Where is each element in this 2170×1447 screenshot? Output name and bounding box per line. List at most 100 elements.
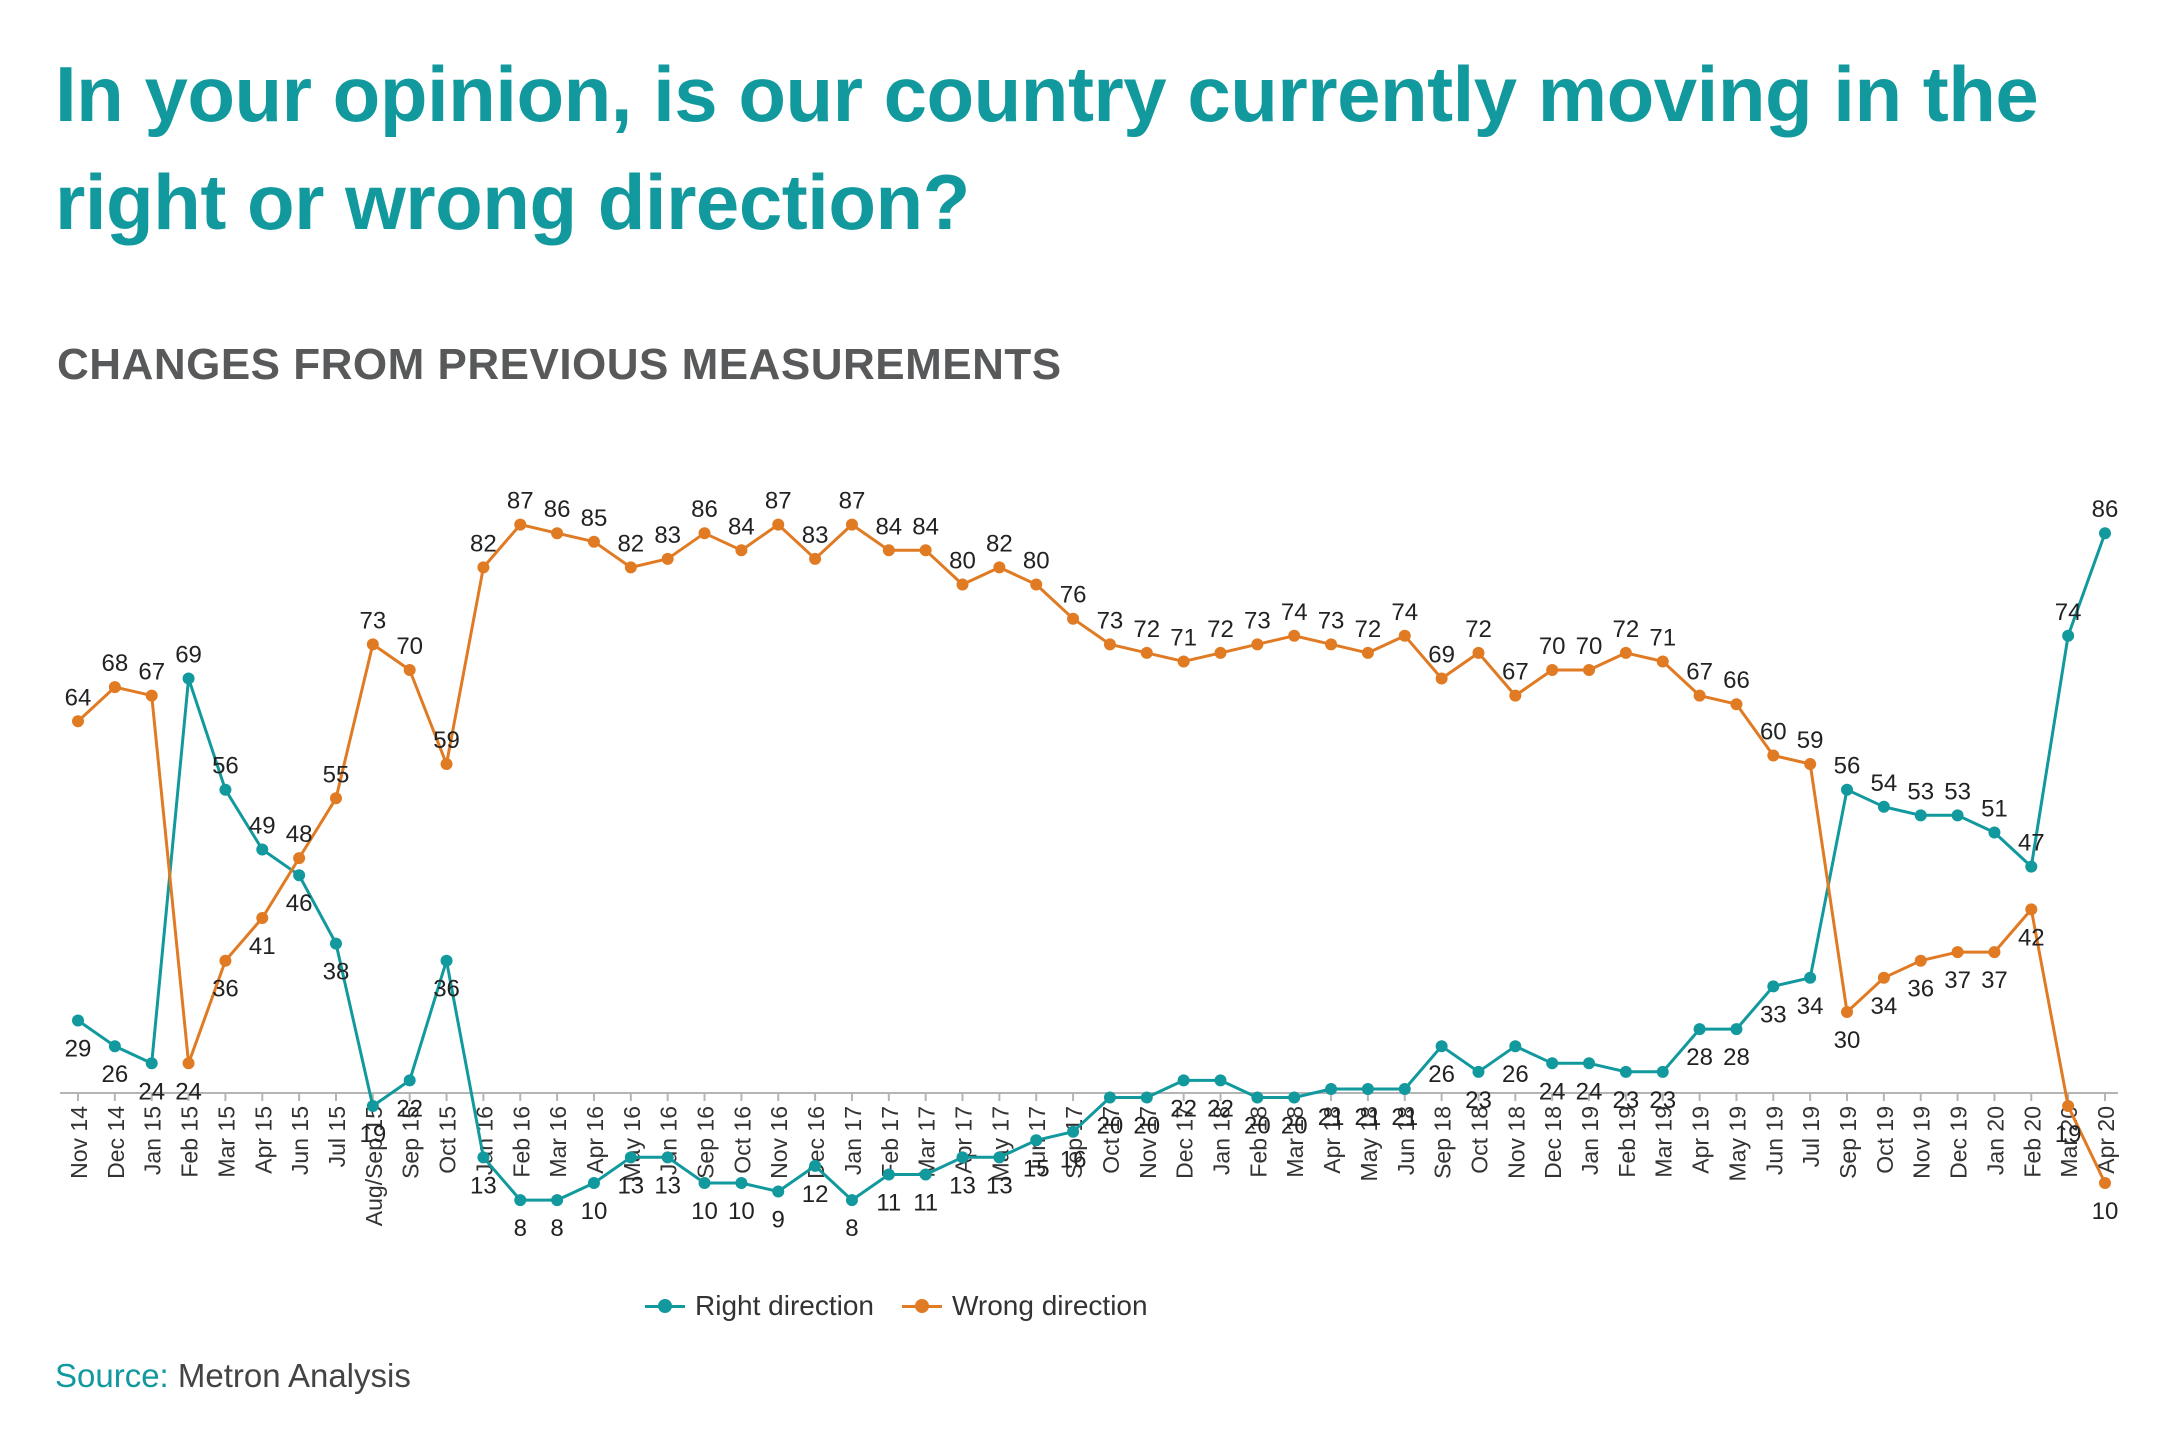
data-point-right[interactable] (440, 954, 453, 967)
data-point-right[interactable] (2099, 527, 2111, 540)
data-point-wrong[interactable] (1693, 689, 1706, 702)
data-point-wrong[interactable] (1030, 578, 1043, 591)
data-point-right[interactable] (993, 1151, 1006, 1164)
data-point-wrong[interactable] (2062, 1100, 2075, 1113)
data-point-wrong[interactable] (698, 527, 711, 540)
data-point-right[interactable] (587, 1177, 600, 1189)
data-point-wrong[interactable] (1140, 646, 1153, 659)
data-point-wrong[interactable] (145, 689, 158, 702)
data-point-right[interactable] (293, 869, 306, 882)
data-point-wrong[interactable] (661, 552, 674, 565)
data-point-right[interactable] (182, 672, 195, 685)
data-point-right[interactable] (1067, 1125, 1080, 1138)
data-point-right[interactable] (1619, 1065, 1632, 1078)
data-point-wrong[interactable] (1472, 646, 1485, 659)
data-point-wrong[interactable] (72, 715, 84, 728)
data-point-wrong[interactable] (1877, 971, 1890, 984)
data-point-right[interactable] (1730, 1023, 1743, 1036)
data-point-wrong[interactable] (1914, 954, 1927, 967)
data-point-wrong[interactable] (1767, 749, 1780, 762)
data-point-wrong[interactable] (1730, 698, 1743, 711)
data-point-wrong[interactable] (735, 544, 748, 557)
data-point-right[interactable] (1693, 1023, 1706, 1036)
data-point-right[interactable] (477, 1151, 490, 1164)
data-point-wrong[interactable] (403, 664, 416, 676)
data-point-wrong[interactable] (882, 544, 895, 557)
data-point-right[interactable] (919, 1168, 932, 1181)
data-point-right[interactable] (772, 1185, 785, 1198)
data-point-wrong[interactable] (1656, 655, 1669, 668)
legend-item-right[interactable]: Right direction (645, 1290, 874, 1322)
data-point-wrong[interactable] (1951, 946, 1964, 959)
data-point-wrong[interactable] (1988, 946, 2001, 959)
data-point-right[interactable] (72, 1014, 84, 1027)
data-point-right[interactable] (735, 1177, 748, 1189)
data-point-wrong[interactable] (809, 552, 822, 565)
data-point-wrong[interactable] (845, 518, 858, 531)
data-point-wrong[interactable] (2025, 903, 2038, 916)
data-point-right[interactable] (2025, 860, 2038, 873)
data-point-wrong[interactable] (182, 1057, 195, 1070)
data-point-wrong[interactable] (514, 518, 527, 531)
data-point-wrong[interactable] (1103, 638, 1116, 651)
data-point-right[interactable] (956, 1151, 969, 1164)
data-point-wrong[interactable] (329, 792, 342, 805)
data-point-right[interactable] (661, 1151, 674, 1164)
data-point-wrong[interactable] (440, 758, 453, 771)
data-point-wrong[interactable] (587, 535, 600, 548)
data-point-right[interactable] (1914, 809, 1927, 822)
data-point-right[interactable] (1656, 1065, 1669, 1078)
data-point-wrong[interactable] (1509, 689, 1522, 702)
data-point-wrong[interactable] (1841, 1006, 1854, 1018)
data-point-wrong[interactable] (1619, 646, 1632, 659)
data-point-wrong[interactable] (477, 561, 490, 574)
data-point-right[interactable] (1103, 1091, 1116, 1104)
data-point-right[interactable] (1030, 1134, 1043, 1147)
data-point-right[interactable] (624, 1151, 637, 1164)
data-point-wrong[interactable] (1361, 646, 1374, 659)
data-point-right[interactable] (551, 1194, 564, 1207)
data-point-wrong[interactable] (1251, 638, 1264, 651)
data-point-wrong[interactable] (993, 561, 1006, 574)
data-point-right[interactable] (1251, 1091, 1264, 1104)
legend-item-wrong[interactable]: Wrong direction (901, 1290, 1148, 1322)
data-point-wrong[interactable] (919, 544, 932, 557)
data-point-wrong[interactable] (1583, 664, 1596, 676)
data-point-wrong[interactable] (1435, 672, 1448, 685)
data-point-wrong[interactable] (1177, 655, 1190, 668)
data-point-right[interactable] (845, 1194, 858, 1207)
data-point-wrong[interactable] (1288, 629, 1301, 642)
data-point-right[interactable] (1140, 1091, 1153, 1104)
data-point-wrong[interactable] (1546, 664, 1559, 676)
data-point-right[interactable] (1767, 980, 1780, 993)
data-point-wrong[interactable] (2099, 1177, 2111, 1189)
data-point-wrong[interactable] (108, 681, 121, 694)
data-point-wrong[interactable] (1804, 758, 1817, 771)
data-point-right[interactable] (2062, 629, 2075, 642)
data-point-right[interactable] (809, 1159, 822, 1172)
data-point-right[interactable] (108, 1040, 121, 1053)
data-point-wrong[interactable] (293, 852, 306, 865)
data-point-right[interactable] (1509, 1040, 1522, 1053)
data-point-wrong[interactable] (1214, 646, 1227, 659)
data-point-right[interactable] (1288, 1091, 1301, 1104)
data-point-right[interactable] (403, 1074, 416, 1087)
data-point-right[interactable] (256, 843, 269, 856)
data-point-wrong[interactable] (1325, 638, 1338, 651)
data-point-right[interactable] (1804, 971, 1817, 984)
data-point-wrong[interactable] (772, 518, 785, 531)
data-point-right[interactable] (1841, 783, 1854, 796)
data-point-right[interactable] (882, 1168, 895, 1181)
data-point-right[interactable] (219, 783, 232, 796)
data-point-wrong[interactable] (219, 954, 232, 967)
data-point-right[interactable] (1177, 1074, 1190, 1087)
data-point-right[interactable] (1951, 809, 1964, 822)
data-point-right[interactable] (329, 937, 342, 950)
data-point-right[interactable] (1546, 1057, 1559, 1070)
data-point-wrong[interactable] (1398, 629, 1411, 642)
data-point-right[interactable] (366, 1100, 379, 1113)
data-point-wrong[interactable] (956, 578, 969, 591)
data-point-right[interactable] (1398, 1082, 1411, 1095)
data-point-right[interactable] (698, 1177, 711, 1189)
data-point-wrong[interactable] (256, 911, 269, 924)
